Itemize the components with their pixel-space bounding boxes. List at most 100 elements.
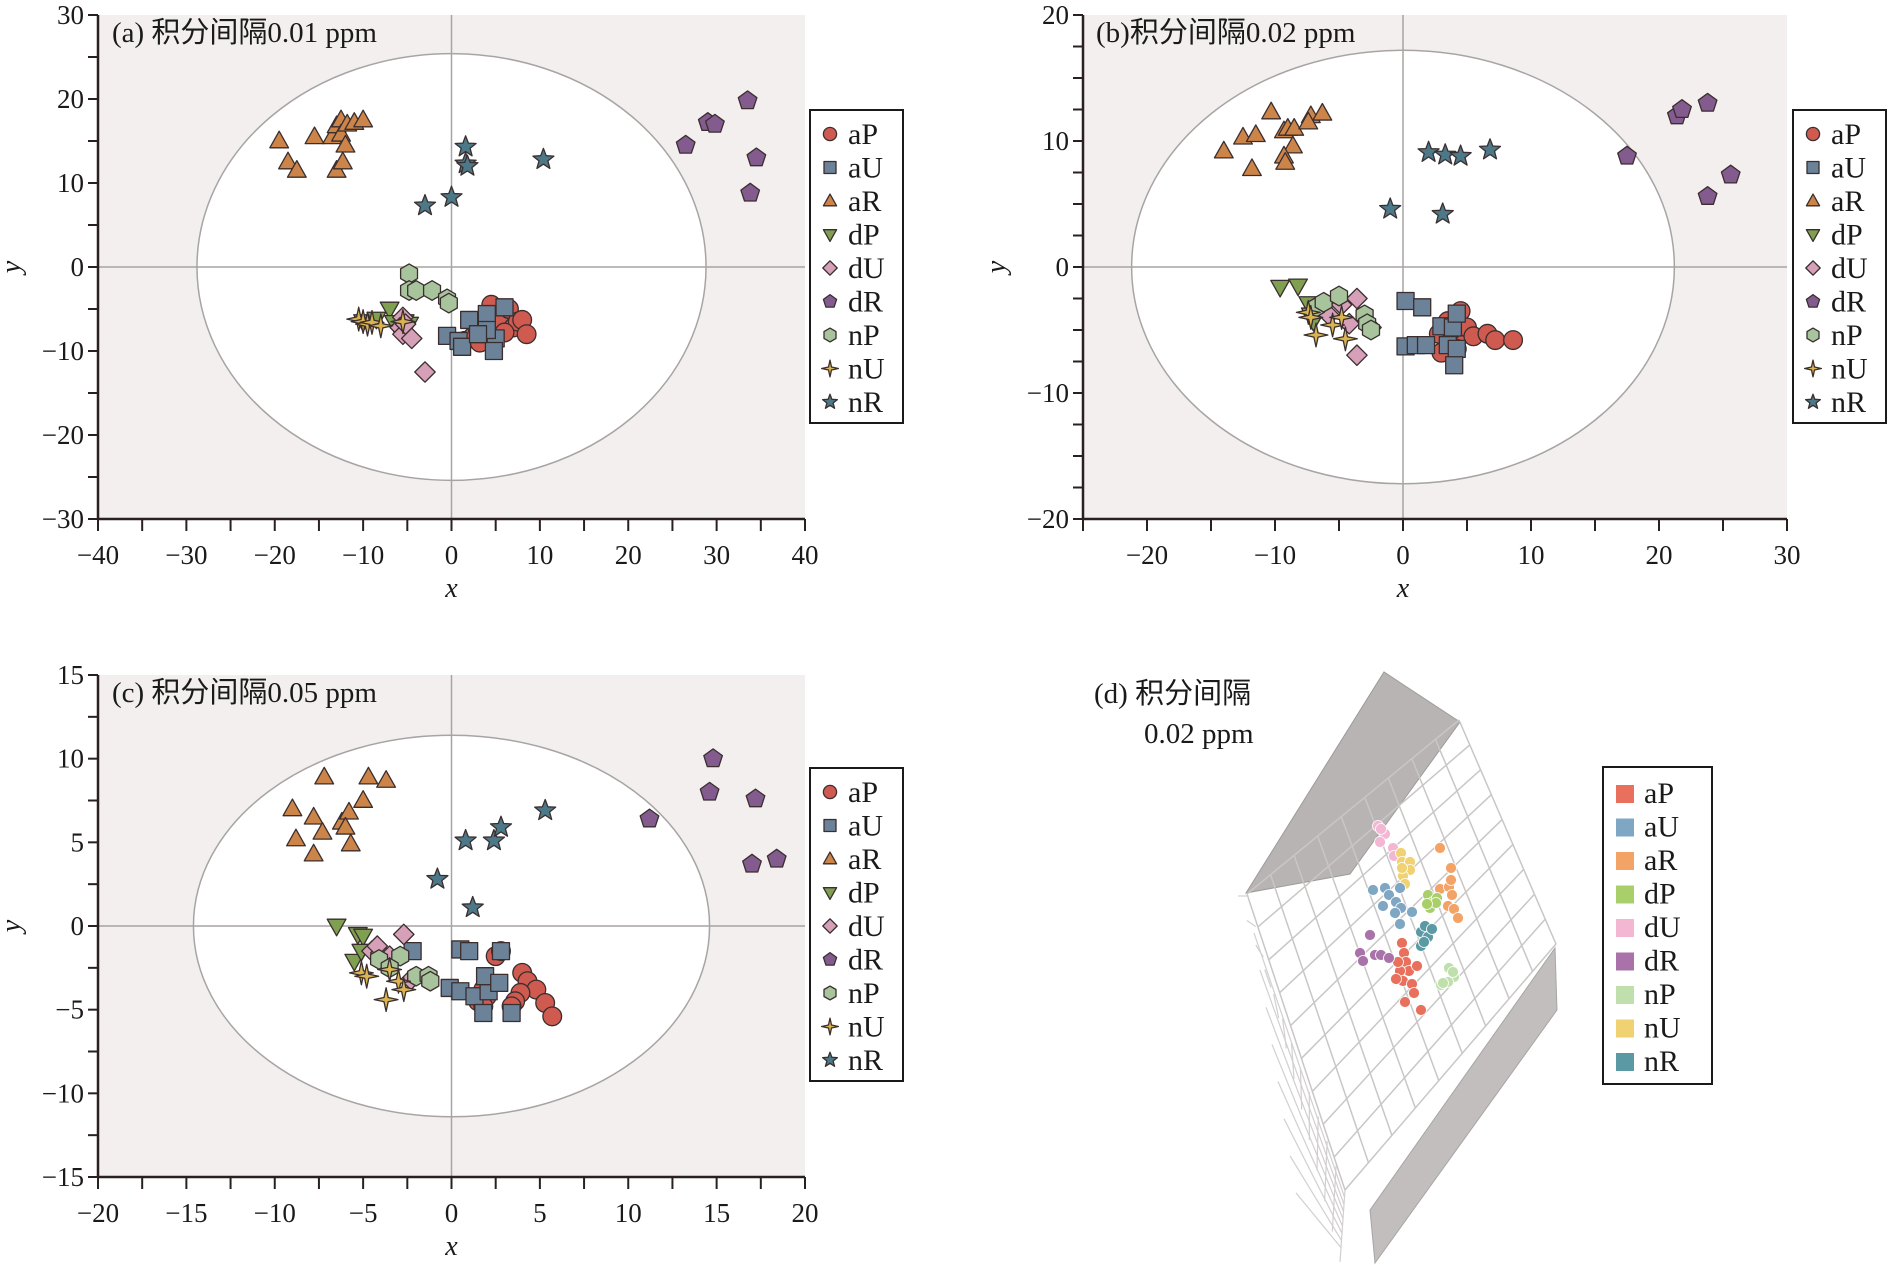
legend-marker-dU (1805, 260, 1821, 276)
data-point-nR (489, 815, 513, 837)
data-point-nR (532, 147, 555, 170)
y-axis-title: y (0, 919, 27, 935)
x-tick-label: −40 (77, 540, 119, 570)
x-tick-label: −20 (1126, 540, 1168, 570)
legend-swatch-nU (1616, 1019, 1634, 1038)
3d-grid-line (1269, 874, 1370, 1163)
data-point-aR (278, 151, 299, 170)
x-axis-title: x (1396, 573, 1410, 604)
data-point-aR (376, 769, 397, 788)
legend-marker-dU (822, 260, 838, 276)
data-point-aR (1275, 151, 1296, 170)
data-point-aU (1413, 298, 1432, 317)
legend-marker-dP (822, 887, 838, 901)
3d-wall-line (1253, 932, 1346, 1198)
3d-grid-line (1293, 855, 1393, 1136)
data-point-aU (452, 337, 472, 356)
data-point-aU (477, 304, 496, 324)
legend-marker-aU (823, 160, 837, 175)
3d-point-aP (1408, 987, 1420, 999)
data-point-dR (742, 853, 762, 873)
data-point-nR (1417, 140, 1440, 162)
data-points (269, 90, 767, 383)
3d-point-dP (1421, 898, 1433, 910)
x-tick-label: −30 (165, 540, 207, 570)
data-point-aU (474, 1003, 493, 1023)
data-point-nP (1329, 285, 1349, 307)
data-point-aR (338, 801, 359, 820)
data-point-aR (353, 109, 374, 128)
data-point-dU (1346, 287, 1368, 310)
3d-point-dR (1364, 929, 1376, 941)
3d-grid-line (1322, 893, 1535, 1125)
data-point-dR (1617, 145, 1637, 165)
3d-point-aP (1396, 937, 1408, 949)
data-point-nU (1332, 326, 1358, 352)
3d-wall-line (1277, 1081, 1344, 1227)
legend-label-nR: nR (1831, 386, 1866, 419)
3d-series-nU (1395, 847, 1416, 890)
data-point-aR (314, 766, 335, 785)
legend-label-aU: aU (1831, 152, 1866, 185)
3d-wall-line (1295, 1192, 1342, 1248)
x-tick-label: 30 (703, 540, 730, 570)
series-nP (369, 945, 440, 992)
data-point-aP (516, 324, 537, 345)
data-point-dU (400, 327, 423, 350)
data-point-aR (1284, 117, 1305, 136)
data-point-dP (326, 918, 347, 937)
x-tick-label: 20 (615, 540, 642, 570)
data-point-aP (1485, 330, 1506, 351)
legend-label-nU: nU (1644, 1012, 1681, 1045)
data-point-aP (1503, 330, 1524, 351)
legend-label-nP: nP (848, 977, 880, 1010)
3d-point-aR (1434, 842, 1446, 854)
data-point-nU (359, 309, 385, 335)
legend-marker-dP (1805, 229, 1821, 243)
series-dU (389, 306, 436, 383)
data-point-dR (1672, 99, 1692, 119)
legend-swatch-aU (1616, 818, 1634, 837)
data-point-nR (1449, 144, 1472, 166)
x-tick-label: 0 (1396, 540, 1410, 570)
series-nR (426, 798, 557, 918)
3d-point-nP (1447, 966, 1459, 978)
data-point-dU (414, 361, 436, 383)
y-tick-label: −20 (42, 420, 84, 450)
data-point-aR (312, 821, 333, 840)
legend-marker-dR (822, 951, 838, 966)
legend-label-aR: aR (848, 843, 881, 876)
data-point-nR (534, 798, 557, 821)
data-point-aR (304, 126, 325, 145)
data-point-nU (1320, 312, 1346, 338)
3d-wall-line (1259, 970, 1345, 1205)
3d-grid-line (1458, 719, 1557, 945)
data-points (1213, 92, 1741, 375)
legend-label-nR: nR (1644, 1045, 1679, 1078)
3d-point-dR (1357, 955, 1369, 967)
3d-wall-line (1264, 969, 1272, 988)
data-point-aR (303, 843, 324, 862)
3d-series-nP (1435, 962, 1460, 991)
data-points (282, 748, 787, 1027)
data-point-dR (1697, 186, 1718, 205)
3d-grid-line (1257, 744, 1471, 928)
y-tick-label: −15 (42, 1162, 84, 1192)
legend-marker-nP (823, 985, 837, 1001)
legend-label-aP: aP (1831, 118, 1861, 151)
panel-title: (c) 积分间隔0.05 ppm (112, 676, 377, 709)
legend-label-nR: nR (848, 386, 883, 419)
data-point-aU (491, 941, 511, 961)
x-tick-label: 0 (445, 1198, 459, 1228)
3d-point-aU (1367, 884, 1379, 896)
legend-label-dP: dP (1644, 878, 1676, 911)
3d-point-dR (1383, 952, 1395, 964)
x-tick-label: 5 (533, 1198, 547, 1228)
data-point-dR (766, 848, 787, 868)
data-point-dR (704, 113, 725, 133)
data-point-dR (745, 788, 766, 808)
y-tick-label: 10 (1042, 126, 1069, 156)
data-point-aR (285, 828, 306, 847)
